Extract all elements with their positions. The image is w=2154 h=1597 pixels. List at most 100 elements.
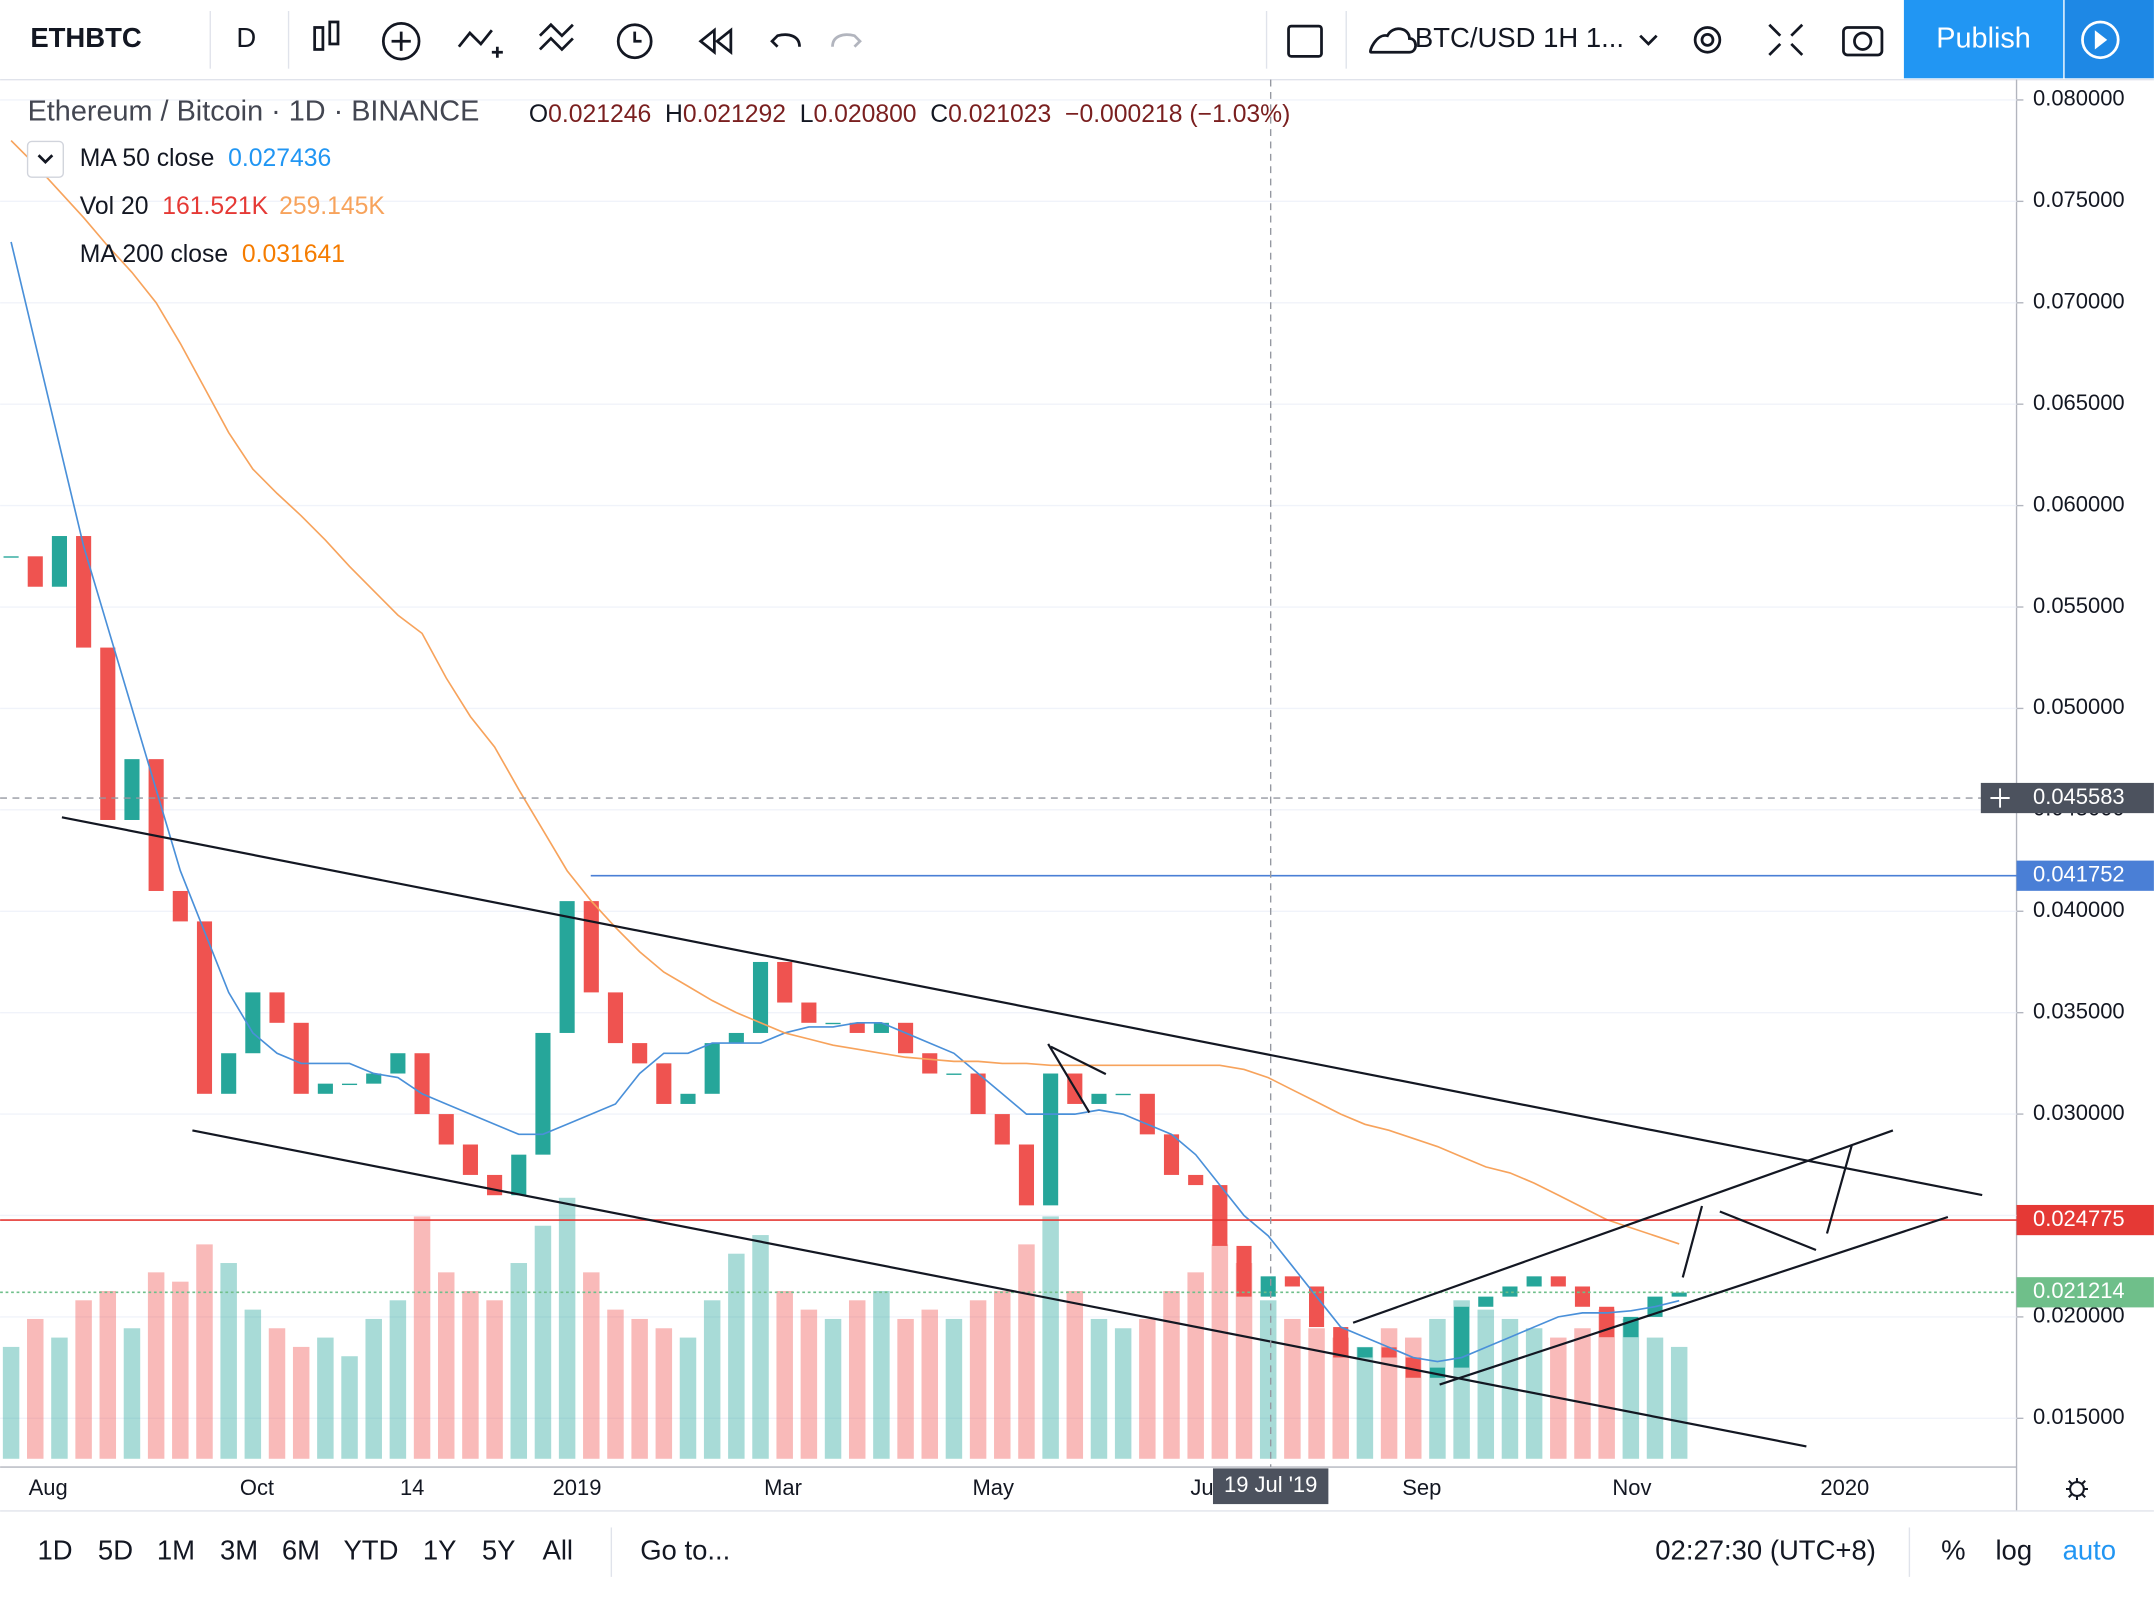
ohlc-value: 0.021246: [548, 101, 651, 128]
volume-bar: [752, 1235, 769, 1459]
candle: [1333, 1327, 1349, 1358]
alert-icon[interactable]: [633, 31, 642, 43]
range-button[interactable]: 1D: [37, 1534, 72, 1565]
ohlc-key: O: [529, 101, 548, 128]
undo-icon[interactable]: [770, 33, 801, 48]
range-button[interactable]: 1Y: [423, 1534, 457, 1565]
candle: [1357, 1347, 1373, 1358]
volume-bar: [99, 1290, 117, 1459]
symbol[interactable]: ETHBTC: [30, 22, 142, 53]
snapshot-icon[interactable]: [1842, 26, 1884, 57]
volume-bar: [728, 1253, 745, 1459]
fullscreen-icon[interactable]: [1768, 23, 1804, 56]
y-tick-label: 0.065000: [2033, 390, 2125, 415]
candle: [269, 992, 285, 1023]
volume-bar: [75, 1300, 92, 1459]
study-value: 259.145K: [279, 193, 385, 220]
x-tick-label: Sep: [1402, 1475, 1441, 1500]
cloud-icon[interactable]: [1369, 27, 1417, 54]
interval[interactable]: D: [236, 22, 256, 53]
candle: [801, 1002, 817, 1023]
candle: [970, 1073, 986, 1115]
x-tick-label: Mar: [764, 1475, 802, 1500]
publish-button[interactable]: [1903, 0, 2064, 79]
range-button[interactable]: 3M: [220, 1534, 258, 1565]
x-tick-label: Oct: [240, 1475, 274, 1500]
y-tick-label: 0.030000: [2033, 1100, 2125, 1125]
bar-style-icon[interactable]: [313, 26, 325, 51]
candle: [1212, 1185, 1228, 1246]
indicators-icon[interactable]: [457, 29, 503, 58]
candle: [172, 890, 188, 922]
candle: [1405, 1357, 1421, 1378]
range-button[interactable]: 5Y: [482, 1534, 516, 1565]
candle: [583, 901, 599, 993]
volume-bar: [365, 1318, 382, 1459]
candle: [124, 759, 140, 820]
candle: [607, 992, 624, 1044]
play-icon: [2094, 30, 2108, 50]
grid: [0, 99, 2017, 1420]
volume-bar: [123, 1328, 141, 1459]
goto[interactable]: Go to...: [640, 1534, 730, 1565]
templates-icon[interactable]: [538, 22, 574, 52]
volume-bar: [147, 1272, 165, 1459]
alert-icon[interactable]: [616, 23, 653, 60]
volume-bar: [969, 1300, 987, 1459]
scale-option[interactable]: auto: [2063, 1534, 2116, 1565]
candle: [1284, 1276, 1300, 1287]
crosshair-price: 0.045583: [2033, 784, 2125, 809]
x-tick-label: 2019: [553, 1475, 602, 1500]
ohlc-key: H: [665, 101, 683, 128]
volume-bar: [897, 1318, 914, 1459]
collapse-button[interactable]: [26, 140, 64, 178]
volume: [2, 1197, 1688, 1459]
ohlc-value: 0.021292: [683, 101, 786, 128]
trend-line: [61, 816, 1983, 1197]
price-label-box: [2016, 1204, 2154, 1236]
range-button[interactable]: 5D: [98, 1534, 133, 1565]
x-tick-label: 14: [400, 1475, 424, 1500]
redo-icon[interactable]: [831, 33, 862, 48]
range-button[interactable]: YTD: [344, 1534, 399, 1565]
settings-icon[interactable]: [1693, 26, 1722, 54]
volume-bar: [1284, 1318, 1301, 1459]
candle: [317, 1083, 333, 1094]
replay-icon[interactable]: [698, 27, 733, 56]
layout-icon[interactable]: [1287, 24, 1323, 58]
candle: [27, 556, 43, 587]
volume-bar: [1380, 1328, 1398, 1459]
snapshot-icon[interactable]: [1853, 31, 1873, 51]
axis-settings-icon[interactable]: [2069, 1481, 2085, 1497]
candle: [341, 1083, 358, 1086]
legend-title: Ethereum / Bitcoin · 1D · BINANCE: [28, 95, 480, 127]
volume-bar: [1090, 1318, 1108, 1459]
candle: [1260, 1276, 1276, 1297]
candle: [51, 536, 67, 587]
y-tick-label: 0.040000: [2033, 897, 2125, 922]
volume-bar: [921, 1309, 938, 1459]
candle: [704, 1043, 720, 1094]
settings-icon[interactable]: [1700, 32, 1715, 47]
candle: [873, 1022, 889, 1033]
candle: [76, 536, 92, 648]
compare-icon[interactable]: [391, 31, 411, 51]
range-button[interactable]: 1M: [157, 1534, 195, 1565]
scale-option[interactable]: log: [1995, 1534, 2032, 1565]
publish-label[interactable]: Publish: [1936, 22, 2031, 54]
range-button[interactable]: 6M: [282, 1534, 320, 1565]
candle: [1139, 1093, 1155, 1135]
range-button[interactable]: All: [543, 1534, 574, 1565]
dropdown-icon[interactable]: [1639, 34, 1658, 46]
scale-option[interactable]: %: [1941, 1534, 1965, 1565]
bar-style-icon[interactable]: [328, 20, 340, 46]
play-button[interactable]: [2064, 0, 2154, 79]
candle: [535, 1032, 551, 1155]
volume-bar: [848, 1300, 866, 1459]
candle: [221, 1053, 237, 1094]
triangle: [1047, 1043, 1107, 1114]
price-label-box: [2016, 860, 2154, 891]
compare-icon[interactable]: [381, 21, 421, 61]
compare-symbol[interactable]: BTC/USD 1H 1...: [1415, 22, 1624, 53]
